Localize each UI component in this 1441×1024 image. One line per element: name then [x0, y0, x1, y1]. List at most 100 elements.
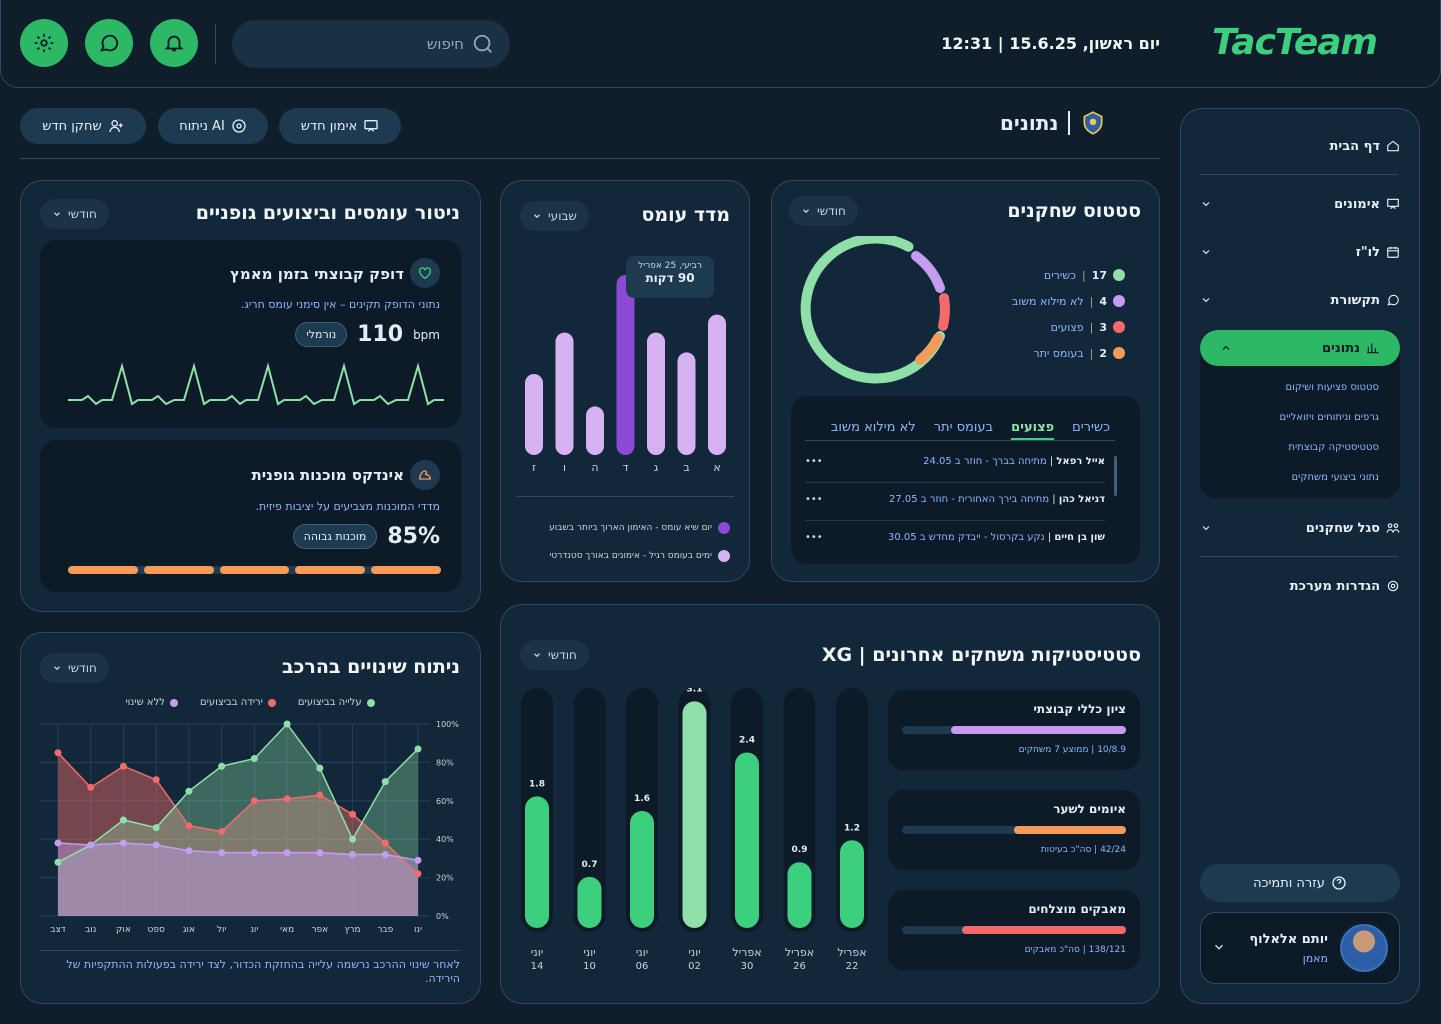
- player-status-period-select[interactable]: חודשי: [789, 196, 858, 226]
- data-point[interactable]: [250, 849, 258, 857]
- data-point[interactable]: [54, 858, 62, 866]
- xg-day-label: 02: [688, 961, 701, 972]
- more-icon: •••: [805, 532, 823, 543]
- ai-analysis-button[interactable]: ניתוח AI: [158, 108, 268, 144]
- data-point[interactable]: [87, 783, 95, 791]
- data-point[interactable]: [414, 745, 422, 753]
- data-point[interactable]: [54, 749, 62, 757]
- data-point[interactable]: [349, 810, 357, 818]
- x-tick-label: מרץ: [345, 925, 361, 935]
- sidebar-item-data[interactable]: נתונים: [1200, 330, 1400, 366]
- injury-row[interactable]: שון בן חיים | נקע בקרסול - ייבדק מחדש ב …: [805, 532, 1105, 543]
- recent-games-period-select[interactable]: חודשי: [520, 640, 589, 670]
- help-button[interactable]: עזרה ותמיכה: [1200, 864, 1400, 902]
- data-point[interactable]: [283, 795, 291, 803]
- load-index-period-select[interactable]: שבועי: [520, 201, 589, 231]
- load-day-label: ג: [654, 461, 659, 474]
- gear-icon: [1387, 580, 1399, 592]
- xg-bar[interactable]: [630, 811, 654, 928]
- load-bar[interactable]: [708, 314, 726, 455]
- data-point[interactable]: [316, 764, 324, 772]
- sidebar-subitem-game-stats[interactable]: נתוני ביצועי משחקים: [1291, 472, 1379, 483]
- stat-subtitle: 42/24 | סה"כ בעיטות: [1040, 845, 1126, 855]
- heart-rate-badge: נורמלי: [295, 322, 348, 347]
- lineup-period-select[interactable]: חודשי: [40, 653, 109, 683]
- injury-row[interactable]: דניאל כהן | מתיחה בירך האחורית - חוזר ב …: [805, 494, 1105, 505]
- xg-bar[interactable]: [840, 840, 864, 928]
- sidebar-item-staff[interactable]: סגל שחקנים: [1200, 512, 1400, 544]
- data-point[interactable]: [185, 822, 193, 830]
- data-point[interactable]: [152, 841, 160, 849]
- x-tick-label: אפר: [311, 925, 328, 935]
- sidebar-subitem-team-stats[interactable]: סטטיסטיקה קבוצתית: [1288, 442, 1379, 453]
- data-point[interactable]: [218, 762, 226, 770]
- tab-fit[interactable]: כשירים: [1072, 420, 1110, 435]
- load-bar[interactable]: [616, 275, 635, 455]
- xg-bar[interactable]: [577, 876, 602, 928]
- sidebar-item-communication[interactable]: תקשורת: [1200, 284, 1400, 316]
- sidebar-subitem-injuries[interactable]: סטטוס פציעות ושיקום: [1285, 382, 1379, 393]
- chat-button[interactable]: [85, 19, 133, 67]
- data-point[interactable]: [316, 849, 324, 857]
- data-point[interactable]: [381, 778, 389, 786]
- xg-bar[interactable]: [682, 701, 707, 928]
- data-point[interactable]: [87, 841, 95, 849]
- readiness-segments: [68, 566, 441, 574]
- data-point[interactable]: [185, 847, 193, 855]
- data-point[interactable]: [185, 787, 193, 795]
- data-point[interactable]: [381, 851, 389, 859]
- data-point[interactable]: [250, 755, 258, 763]
- data-point[interactable]: [119, 839, 127, 847]
- load-bar[interactable]: [647, 332, 665, 455]
- tab-injured[interactable]: פצועים: [1011, 420, 1055, 440]
- data-point[interactable]: [119, 816, 127, 824]
- xg-bar[interactable]: [735, 752, 759, 929]
- body-monitor-period-select[interactable]: חודשי: [40, 199, 109, 229]
- data-point[interactable]: [54, 839, 62, 847]
- sidebar-item-training[interactable]: אימונים: [1200, 188, 1400, 220]
- xg-value-label: 2.4: [739, 736, 755, 746]
- data-point[interactable]: [349, 851, 357, 859]
- data-point[interactable]: [349, 835, 357, 843]
- data-point[interactable]: [119, 762, 127, 770]
- load-bar[interactable]: [677, 352, 696, 455]
- data-point[interactable]: [283, 849, 291, 857]
- data-point[interactable]: [218, 849, 226, 857]
- tab-nofeedback[interactable]: לא מילוא משוב: [830, 420, 916, 435]
- sidebar-item-home[interactable]: דף הבית: [1220, 130, 1400, 162]
- load-legend: יום שיא עומס - האימון הארוך ביותר בשבוע …: [516, 516, 730, 568]
- settings-button[interactable]: [20, 19, 68, 67]
- tab-overload[interactable]: בעומס יתר: [933, 420, 994, 435]
- load-bar[interactable]: [525, 374, 543, 455]
- chevron-down-icon[interactable]: [1212, 940, 1226, 954]
- team-badge-icon: [1083, 111, 1103, 135]
- sidebar-item-settings[interactable]: הגדרות מערכת: [1220, 570, 1400, 602]
- data-point[interactable]: [414, 870, 422, 878]
- data-point[interactable]: [250, 797, 258, 805]
- sidebar-subitem-graphs[interactable]: גרפים וניתוחים ויזואליים: [1279, 412, 1379, 423]
- load-bar[interactable]: [586, 406, 604, 455]
- data-point[interactable]: [381, 839, 389, 847]
- notifications-button[interactable]: [150, 19, 198, 67]
- injury-row[interactable]: אייל רפאל | מתיחה בברך - חוזר ב 24.05 •••: [805, 456, 1105, 467]
- area-fill: [58, 843, 418, 916]
- data-point[interactable]: [316, 791, 324, 799]
- data-point[interactable]: [218, 828, 226, 836]
- data-point[interactable]: [152, 776, 160, 784]
- new-player-button[interactable]: שחקן חדש: [20, 108, 146, 144]
- readiness-readout: מוכנות גבוהה 85%: [200, 524, 440, 549]
- data-point[interactable]: [283, 720, 291, 728]
- xg-bar[interactable]: [787, 862, 812, 928]
- xg-bar[interactable]: [525, 796, 549, 928]
- data-point[interactable]: [414, 856, 422, 864]
- load-bar[interactable]: [555, 332, 574, 455]
- load-index-title: מדד עומס: [641, 204, 730, 226]
- data-point[interactable]: [152, 824, 160, 832]
- list-scrollbar[interactable]: [1114, 456, 1117, 496]
- donut-segment-injured: [938, 293, 950, 331]
- heart-rate-line: [68, 362, 444, 406]
- sidebar-item-schedule[interactable]: לו"ז: [1200, 236, 1400, 268]
- xg-day-label: 06: [636, 961, 649, 972]
- new-training-button[interactable]: אימון חדש: [279, 108, 401, 144]
- search-box[interactable]: חיפוש: [232, 20, 510, 68]
